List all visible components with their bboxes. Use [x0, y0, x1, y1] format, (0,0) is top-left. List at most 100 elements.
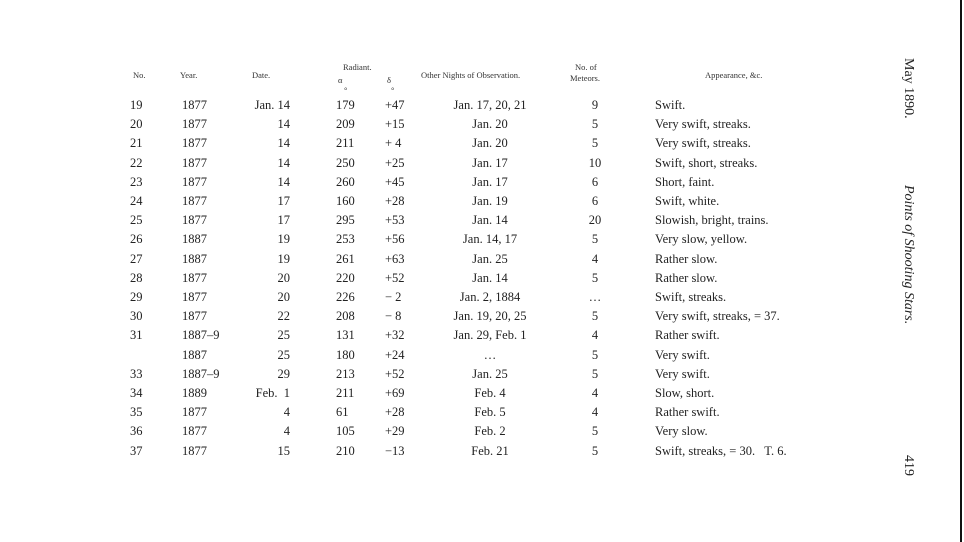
cell-no: 25 [130, 213, 143, 228]
cell-appearance: Short, faint. [655, 174, 715, 189]
cell-a: 226 [336, 290, 355, 304]
table-row: 21 1877 14 211 + 4 Jan. 20 5 Very swift, streak… [0, 135, 880, 154]
table-row: 34 1889 Feb. 1 211 +69 Feb. 4 4 Slow, short. [0, 385, 880, 404]
cell-other: Feb. 4 [474, 386, 506, 400]
header-meteors-2: Meteors. [570, 73, 600, 83]
cell-meteors: 5 [591, 424, 599, 439]
cell-date: 19 [277, 232, 291, 247]
cell-other: Jan. 17 [472, 174, 508, 189]
cell-meteors: 9 [591, 98, 599, 112]
cell-appearance: Very slow. [655, 424, 708, 439]
table-row: 25 1877 17 295 +53 Jan. 14 20 Slowish, bright, … [0, 212, 880, 231]
cell-meteors: 4 [591, 386, 599, 400]
cell-other: Jan. 14 [472, 213, 508, 228]
cell-appearance: Swift, short, streaks. [655, 155, 758, 170]
cell-a: 105 [336, 424, 355, 439]
cell-year: 1877 [182, 309, 207, 324]
cell-year: 1877 [182, 290, 207, 304]
table-row: 28 1877 20 220 +52 Jan. 14 5 Rather slow. [0, 270, 880, 289]
table-row: 30 1877 22 208 − 8 Jan. 19, 20, 25 5 Very swift… [0, 308, 880, 327]
cell-meteors: 5 [591, 136, 599, 151]
cell-a: 208 [336, 309, 355, 324]
cell-no: 33 [130, 366, 143, 381]
cell-date: 20 [277, 290, 291, 304]
cell-year: 1877 [182, 155, 207, 170]
cell-year: 1877 [182, 98, 207, 112]
cell-other: Jan. 17 [472, 155, 508, 170]
cell-date: 4 [283, 424, 290, 439]
cell-d: +47 [385, 98, 405, 112]
table-row: 27 1887 19 261 +63 Jan. 25 4 Rather slow. [0, 251, 880, 270]
margin-date: May 1890. [901, 58, 916, 119]
header-meteors-1: No. of [575, 62, 597, 72]
cell-meteors: 4 [591, 251, 599, 266]
page-number: 419 [901, 455, 916, 476]
cell-no: 31 [130, 328, 143, 343]
degree-mark-alpha: ° [344, 85, 348, 95]
cell-year: 1877 [182, 136, 207, 151]
cell-date: 14 [277, 155, 291, 170]
cell-appearance: Rather slow. [655, 270, 718, 285]
cell-appearance: Very slow, yellow. [655, 232, 748, 247]
cell-date: 14 [277, 174, 291, 189]
cell-date: 14 [277, 117, 291, 132]
cell-date: 19 [277, 251, 291, 266]
cell-meteors: 4 [591, 405, 599, 420]
degree-mark-delta: ° [391, 85, 395, 95]
cell-meteors: 5 [591, 309, 599, 324]
cell-year: 1887 [182, 251, 207, 266]
cell-other: Jan. 20 [472, 117, 508, 132]
cell-a: 61 [336, 405, 349, 420]
cell-other: Jan. 25 [472, 366, 508, 381]
cell-date: 4 [283, 405, 290, 420]
cell-year: 1877 [182, 174, 207, 189]
cell-other: Jan. 25 [472, 251, 508, 266]
cell-a: 295 [336, 213, 355, 228]
cell-no: 19 [130, 98, 143, 112]
cell-year: 1877 [182, 117, 207, 132]
table-row: 33 1887–9 29 213 +52 Jan. 25 5 Very swift. [0, 366, 880, 385]
cell-no: 23 [130, 174, 143, 189]
cell-a: 253 [336, 232, 355, 247]
cell-no: 22 [130, 155, 143, 170]
cell-meteors: 5 [591, 443, 599, 458]
margin-title: Points of Shooting Stars. [901, 185, 916, 325]
cell-no: 20 [130, 117, 143, 132]
cell-a: 179 [336, 98, 355, 112]
cell-d: −13 [385, 443, 405, 458]
cell-appearance: Very swift. [655, 366, 710, 381]
cell-d: +24 [385, 347, 405, 362]
cell-meteors: … [588, 290, 602, 304]
cell-a: 180 [336, 347, 355, 362]
cell-no: 24 [130, 194, 143, 208]
cell-date: 15 [277, 443, 291, 458]
cell-date: 17 [277, 194, 291, 208]
header-delta: δ [387, 75, 392, 85]
cell-no: 36 [130, 424, 143, 439]
cell-d: +29 [385, 424, 405, 439]
cell-meteors: 5 [591, 117, 599, 132]
header-appearance: Appearance, &c. [705, 70, 763, 80]
header-alpha: α [338, 75, 343, 85]
cell-a: 160 [336, 194, 355, 208]
cell-appearance: Swift. [655, 98, 686, 112]
cell-appearance: Swift, streaks. [655, 290, 727, 304]
cell-d: +53 [385, 213, 405, 228]
cell-a: 211 [336, 136, 355, 151]
cell-no: 28 [130, 270, 143, 285]
cell-appearance: Rather swift. [655, 328, 720, 343]
cell-year: 1887 [182, 347, 207, 362]
cell-a: 261 [336, 251, 355, 266]
cell-no: 26 [130, 232, 143, 247]
table-row: 31 1887–9 25 131 +32 Jan. 29, Feb. 1 4 Rather s… [0, 327, 880, 346]
cell-d: +69 [385, 386, 405, 400]
cell-meteors: 5 [591, 347, 599, 362]
cell-d: + 4 [385, 136, 402, 151]
table-row: 36 1877 4 105 +29 Feb. 2 5 Very slow. [0, 423, 880, 442]
cell-d: +25 [385, 155, 405, 170]
cell-other: Jan. 14 [472, 270, 508, 285]
cell-meteors: 4 [591, 328, 599, 343]
cell-no: 35 [130, 405, 143, 420]
cell-no: 37 [130, 443, 143, 458]
header-year: Year. [180, 70, 198, 80]
